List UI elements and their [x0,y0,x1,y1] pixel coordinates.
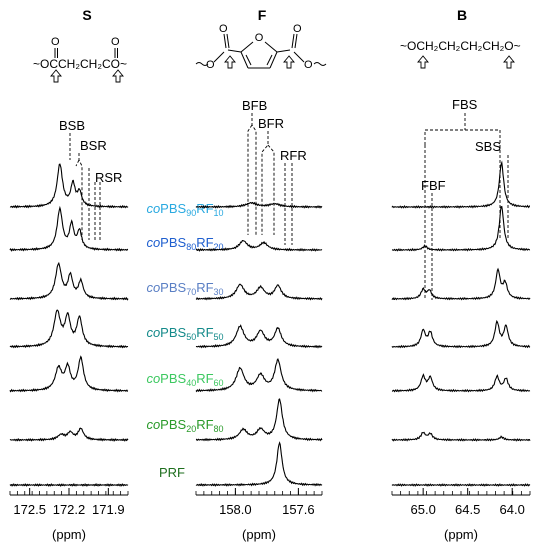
structure-f-chain-o2: O [304,59,313,71]
spectrum-trace [391,160,530,209]
sample-label: coPBS70RF30 [146,280,223,297]
x-tick-label: 172.5 [13,502,46,517]
spectrum-trace [391,267,531,301]
annotation-guides [69,113,509,300]
up-arrow-icon [50,69,62,83]
spectrum-trace [9,355,129,393]
spectrum-trace [391,431,531,442]
x-tick-label: 64.5 [455,502,480,517]
x-axis-label: (ppm) [242,527,276,542]
up-arrow-icon [283,55,295,69]
spectra [9,160,531,487]
spectrum-trace [391,319,531,349]
spectrum-trace [195,441,323,487]
x-tick-label: 65.0 [411,502,436,517]
x-axis-label: (ppm) [444,527,478,542]
up-arrow-icon [503,55,515,69]
x-tick-label: 158.0 [219,502,252,517]
annotation-rfr: RFR [280,148,307,163]
annotations: BSB BSR RSR BFB BFR RFR FBS SBS FBF [59,97,501,193]
structure-b: B ~OCH₂CH₂CH₂CH₂O~ [400,7,521,69]
annotation-fbf: FBF [421,178,446,193]
structure-f-label: F [258,7,267,23]
x-tick-label: 157.6 [282,502,315,517]
structure-f-carbonyl-o1: O [219,23,228,35]
wavy-bond-icon [195,62,209,66]
spectrum-trace [9,163,129,209]
spectrum-trace [9,309,129,349]
structure-b-formula: ~OCH₂CH₂CH₂CH₂O~ [400,39,521,53]
structure-s-label: S [82,7,91,23]
structure-s-formula: ~OCCH₂CH₂CO~ [33,57,127,71]
annotation-bfr: BFR [258,116,284,131]
spectrum-trace [195,201,323,209]
x-tick-label: 64.0 [500,502,525,517]
spectrum-trace [195,240,323,252]
sample-labels: coPBS90RF10 coPBS80RF20 coPBS70RF30 coPB… [146,201,223,480]
spectrum-trace [195,283,323,301]
annotation-rsr: RSR [95,170,122,185]
structure-s-carbonyl-o1: O [51,36,60,48]
sample-label: coPBS90RF10 [146,201,223,218]
spectrum-trace [195,398,323,442]
spectrum-trace [195,324,323,349]
axes: 172.5 172.2 171.9 (ppm) 158.0 157.6 (ppm) 65.0 6… [9,488,531,542]
structure-f-chain-o1: O [206,59,215,71]
spectrum-trace [9,482,129,487]
x-tick-label: 171.9 [92,502,125,517]
structure-s: S ~OCCH₂CH₂CO~ O O [33,7,127,83]
spectrum-trace [391,373,531,393]
up-arrow-icon [417,55,429,69]
spectrum-trace [391,483,531,487]
spectrum-trace [9,205,129,252]
annotation-bsr: BSR [80,138,107,153]
sample-label: coPBS80RF20 [146,235,223,252]
structure-b-label: B [457,7,467,23]
spectrum-trace [391,205,531,252]
sample-label: coPBS40RF60 [146,371,223,388]
sample-label: coPBS20RF80 [146,417,223,434]
spectrum-trace [195,357,323,393]
structure-f-ring-oxygen: O [255,32,264,44]
spectrum-trace [9,427,129,442]
annotation-fbs: FBS [452,97,478,112]
x-tick-label: 172.2 [53,502,86,517]
furan-ring [213,33,305,69]
sample-label: PRF [159,465,185,480]
up-arrow-icon [224,55,236,69]
wavy-bond-icon [313,62,327,66]
up-arrow-icon [112,69,124,83]
spectrum-trace [9,261,129,301]
annotation-sbs: SBS [475,139,501,154]
structure-f: F O O O O O [195,7,327,71]
sample-label: coPBS50RF50 [146,325,223,342]
structure-f-carbonyl-o2: O [293,23,302,35]
x-axis-label: (ppm) [52,527,86,542]
structure-s-carbonyl-o2: O [111,36,120,48]
annotation-bsb: BSB [59,118,85,133]
annotation-bfb: BFB [242,98,267,113]
